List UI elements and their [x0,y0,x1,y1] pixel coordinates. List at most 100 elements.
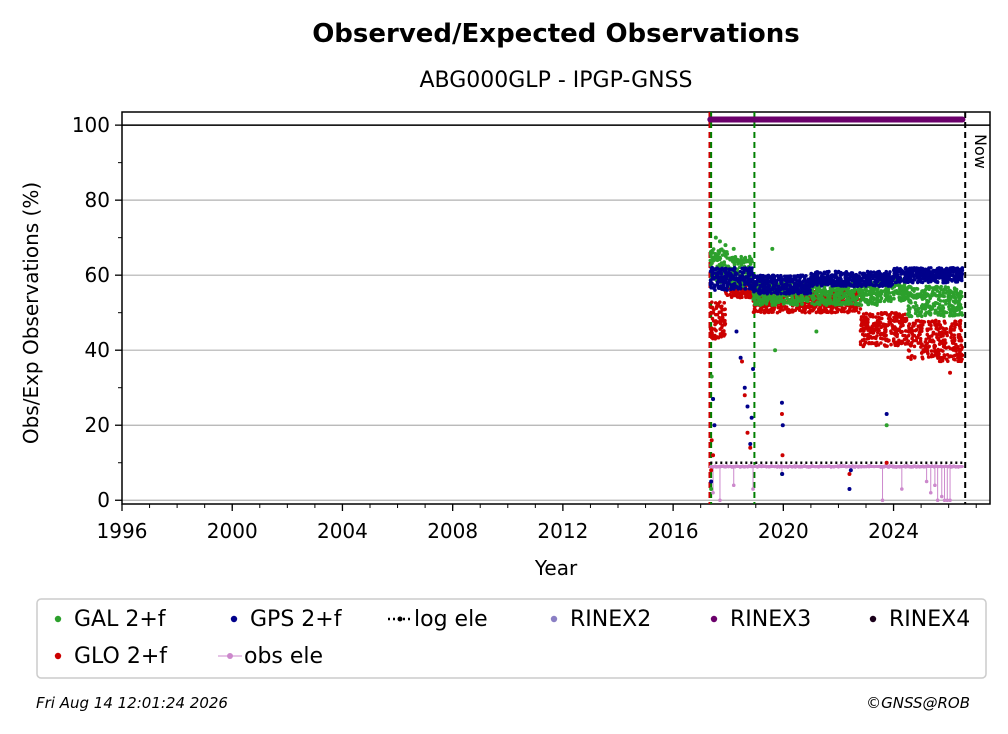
gal-point [731,246,736,251]
glo-point [892,315,896,320]
gps-point [760,274,765,279]
glo-point [729,295,734,299]
glo-point [831,306,835,310]
glo-point [871,321,876,326]
obs-ele-point [928,490,933,495]
plot-frame [121,111,991,505]
glo-point [858,307,863,311]
gal-point [917,294,922,299]
gps-point [906,278,911,283]
gps-point [940,272,945,276]
glo-point [890,324,895,328]
gps-point [906,270,911,275]
gps-point [826,275,830,280]
glo-point [847,471,852,476]
glo-point [781,308,785,312]
gal-point [900,284,905,289]
glo-point [933,323,937,327]
gal-point [826,294,830,299]
glo-point [914,338,919,343]
gps-point [809,277,813,281]
gps-point [891,274,896,279]
gps-point [822,278,827,283]
y-axis-label: Obs/Exp Observations (%) [19,182,43,444]
gal-point [866,301,870,306]
gal-point [824,298,829,302]
glo-point [714,306,719,310]
gps-point [722,277,726,282]
gps-point [834,272,838,276]
glo-point [866,326,870,330]
glo-point [937,359,942,364]
legend-label-rinex3: RINEX3 [730,607,811,632]
gps-point [836,270,841,274]
glo-point [711,453,716,458]
gps-point [772,290,777,295]
gal-point [800,302,804,306]
glo-point [862,333,867,338]
glo-point [952,357,956,361]
chart-subtitle: ABG000GLP - IPGP-GNSS [419,68,692,93]
gal-point [947,307,952,311]
gps-point [847,278,852,282]
glo-point [883,327,887,332]
gal-point [876,287,880,291]
obs-ele-point [880,498,885,503]
gal-point [709,374,714,379]
gps-point [802,275,807,280]
gal-point [819,292,824,297]
gps-point [830,273,835,277]
gps-point [930,274,934,278]
gal-point [812,302,817,307]
gal-point [920,289,924,294]
glo-point [889,342,893,347]
gps-point [763,285,767,289]
gal-point [951,299,956,304]
glo-point [765,307,769,312]
gal-point [952,309,957,314]
gps-point [827,281,831,285]
glo-point [918,336,923,341]
gps-point [752,281,756,285]
glo-point [883,322,887,327]
gps-point [858,271,862,275]
glo-point [862,337,866,342]
glo-point [732,290,736,295]
glo-point [859,323,863,328]
glo-point [918,328,922,333]
glo-point [722,307,727,312]
glo-point [948,354,953,358]
gps-point [769,291,774,295]
gps-point [810,284,815,288]
gal-point [773,348,778,353]
gps-point [708,278,713,283]
gal-point [845,299,850,304]
gps-point [821,272,825,276]
x-tick-label: 2016 [648,519,699,543]
y-tick-label: 80 [85,188,110,212]
glo-point [717,304,721,308]
gps-point [791,290,796,295]
gps-point [728,276,733,280]
glo-point [945,359,950,364]
gal-point [781,302,786,306]
gal-point [888,294,893,299]
gps-point [904,273,909,278]
gps-point [942,280,947,285]
glo-point [780,453,785,458]
glo-point [720,312,725,317]
gal-point [824,301,828,306]
glo-point [857,310,861,315]
glo-point [925,332,930,337]
gps-point [738,269,743,274]
glo-point [894,326,898,331]
glo-point [951,348,956,352]
glo-point [741,290,746,295]
gps-point [770,287,775,292]
glo-point [865,322,869,327]
gal-point [750,259,754,264]
glo-point [811,307,816,312]
gps-point [876,276,880,280]
glo-point [711,336,715,341]
